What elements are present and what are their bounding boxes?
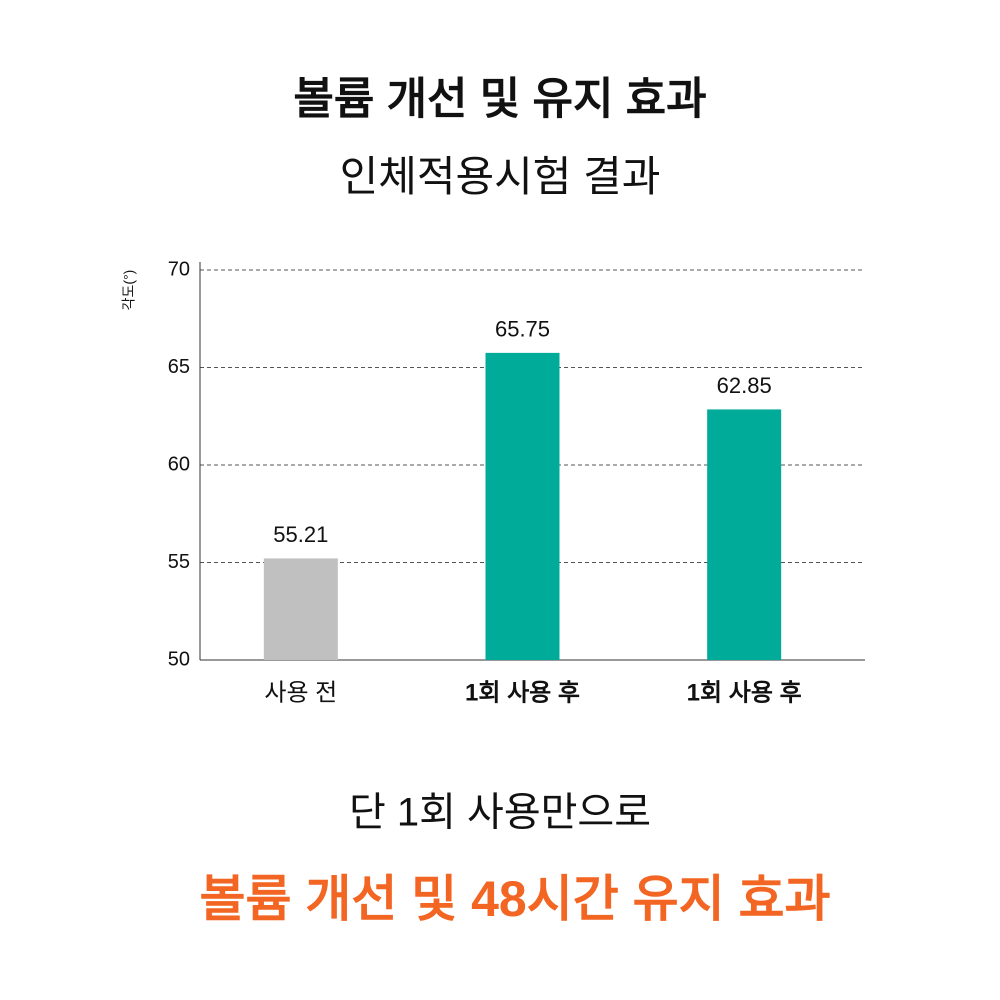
chart-subtitle: 인체적용시험 결과 xyxy=(340,153,661,200)
value-label: 62.85 xyxy=(717,373,772,398)
y-tick-label: 55 xyxy=(168,551,190,573)
x-tick-label: 1회 사용 후 xyxy=(465,679,580,706)
y-axis-label: 각도(°) xyxy=(121,270,137,311)
y-tick-label: 65 xyxy=(168,356,190,378)
x-tick-label: 사용 전 xyxy=(264,679,337,706)
bar xyxy=(485,352,560,660)
footnote: 단 1회 사용만으로 xyxy=(349,791,651,835)
y-tick-label: 60 xyxy=(168,453,190,475)
value-label: 65.75 xyxy=(495,317,550,342)
highlight-text: 볼륨 개선 및 48시간 유지 효과 xyxy=(199,871,830,927)
y-tick-label: 50 xyxy=(168,648,190,670)
y-tick-label: 70 xyxy=(168,258,190,280)
bar xyxy=(263,558,338,660)
value-label: 55.21 xyxy=(273,522,328,547)
bar xyxy=(707,409,782,660)
x-tick-label: 1회 사용 후 xyxy=(687,679,802,706)
chart-title: 볼륨 개선 및 유지 효과 xyxy=(293,75,706,124)
